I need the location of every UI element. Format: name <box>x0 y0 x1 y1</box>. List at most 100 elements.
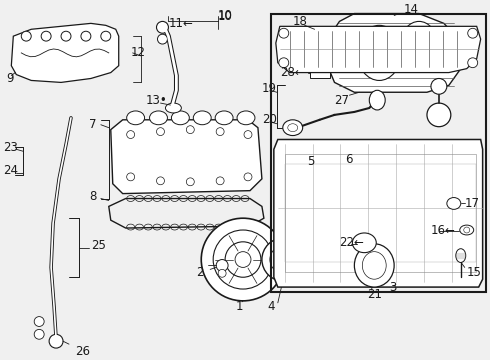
Text: 2: 2 <box>196 266 204 279</box>
Polygon shape <box>274 139 483 287</box>
Ellipse shape <box>101 31 111 41</box>
Ellipse shape <box>218 269 226 277</box>
Ellipse shape <box>244 173 252 181</box>
Ellipse shape <box>401 21 437 65</box>
Ellipse shape <box>345 273 353 281</box>
Bar <box>285 154 476 272</box>
Ellipse shape <box>270 246 298 273</box>
Ellipse shape <box>306 163 334 191</box>
Text: 23: 23 <box>3 141 18 154</box>
Text: 4: 4 <box>268 300 275 313</box>
Ellipse shape <box>216 128 224 136</box>
Ellipse shape <box>186 178 195 186</box>
Ellipse shape <box>61 31 71 41</box>
Text: 8: 8 <box>89 190 96 203</box>
Ellipse shape <box>216 177 224 185</box>
Ellipse shape <box>127 173 135 181</box>
Text: 25: 25 <box>91 239 106 252</box>
Text: 21: 21 <box>368 288 382 301</box>
Ellipse shape <box>237 111 255 125</box>
Text: 1: 1 <box>236 300 244 313</box>
Polygon shape <box>292 157 409 279</box>
Text: 19: 19 <box>262 82 277 95</box>
Ellipse shape <box>353 157 361 165</box>
Ellipse shape <box>431 78 447 94</box>
Ellipse shape <box>156 21 169 33</box>
Ellipse shape <box>308 165 316 173</box>
Text: 5: 5 <box>307 155 314 168</box>
Text: 22←: 22← <box>340 236 365 249</box>
Ellipse shape <box>156 177 165 185</box>
Ellipse shape <box>283 120 303 136</box>
Text: 7: 7 <box>89 118 97 131</box>
Ellipse shape <box>352 233 376 253</box>
Ellipse shape <box>21 31 31 41</box>
Bar <box>285 164 476 262</box>
Text: 28←: 28← <box>280 66 305 79</box>
Ellipse shape <box>225 242 261 277</box>
Text: 6: 6 <box>345 153 353 166</box>
Ellipse shape <box>304 261 312 269</box>
Ellipse shape <box>49 334 63 348</box>
Bar <box>310 69 329 78</box>
Ellipse shape <box>149 111 168 125</box>
Ellipse shape <box>279 58 289 68</box>
Ellipse shape <box>262 238 306 281</box>
Ellipse shape <box>460 225 474 235</box>
Text: 17: 17 <box>465 197 480 210</box>
Ellipse shape <box>156 128 165 136</box>
Ellipse shape <box>337 163 358 185</box>
Ellipse shape <box>468 58 478 68</box>
Ellipse shape <box>186 126 195 134</box>
Ellipse shape <box>244 131 252 139</box>
Text: 16←: 16← <box>431 225 456 238</box>
Ellipse shape <box>201 218 285 301</box>
Ellipse shape <box>468 28 478 38</box>
Ellipse shape <box>456 249 466 262</box>
Ellipse shape <box>395 175 403 183</box>
Text: 14: 14 <box>404 3 419 16</box>
Ellipse shape <box>81 31 91 41</box>
Ellipse shape <box>41 31 51 41</box>
Text: 3: 3 <box>389 280 396 294</box>
Polygon shape <box>111 120 262 194</box>
Polygon shape <box>327 14 461 92</box>
Ellipse shape <box>357 25 401 80</box>
Text: 15: 15 <box>467 266 482 279</box>
Ellipse shape <box>215 111 233 125</box>
Text: 11←: 11← <box>169 17 194 30</box>
Ellipse shape <box>369 90 385 110</box>
Text: 10: 10 <box>218 10 233 23</box>
Ellipse shape <box>235 252 251 267</box>
Ellipse shape <box>34 329 44 339</box>
Text: 9: 9 <box>6 72 14 85</box>
Text: 13•: 13• <box>146 94 167 107</box>
Text: 18: 18 <box>293 15 308 28</box>
Ellipse shape <box>291 214 299 222</box>
Ellipse shape <box>354 244 394 287</box>
Text: 12: 12 <box>131 46 146 59</box>
Text: 20: 20 <box>262 113 277 126</box>
Ellipse shape <box>216 260 228 271</box>
Ellipse shape <box>427 103 451 127</box>
Ellipse shape <box>172 111 189 125</box>
Ellipse shape <box>213 230 273 289</box>
Text: 24: 24 <box>3 165 19 177</box>
Polygon shape <box>276 26 481 73</box>
Ellipse shape <box>127 131 135 139</box>
Ellipse shape <box>464 227 470 233</box>
Ellipse shape <box>166 103 181 113</box>
Text: 27: 27 <box>335 94 349 107</box>
Ellipse shape <box>127 111 145 125</box>
Ellipse shape <box>279 28 289 38</box>
Bar <box>271 14 486 292</box>
Ellipse shape <box>193 111 211 125</box>
Polygon shape <box>11 23 119 82</box>
Ellipse shape <box>34 316 44 327</box>
Text: 26: 26 <box>75 345 90 357</box>
Ellipse shape <box>157 34 168 44</box>
Text: 10: 10 <box>218 9 233 22</box>
Ellipse shape <box>447 198 461 210</box>
Ellipse shape <box>401 234 409 242</box>
Ellipse shape <box>390 265 398 273</box>
